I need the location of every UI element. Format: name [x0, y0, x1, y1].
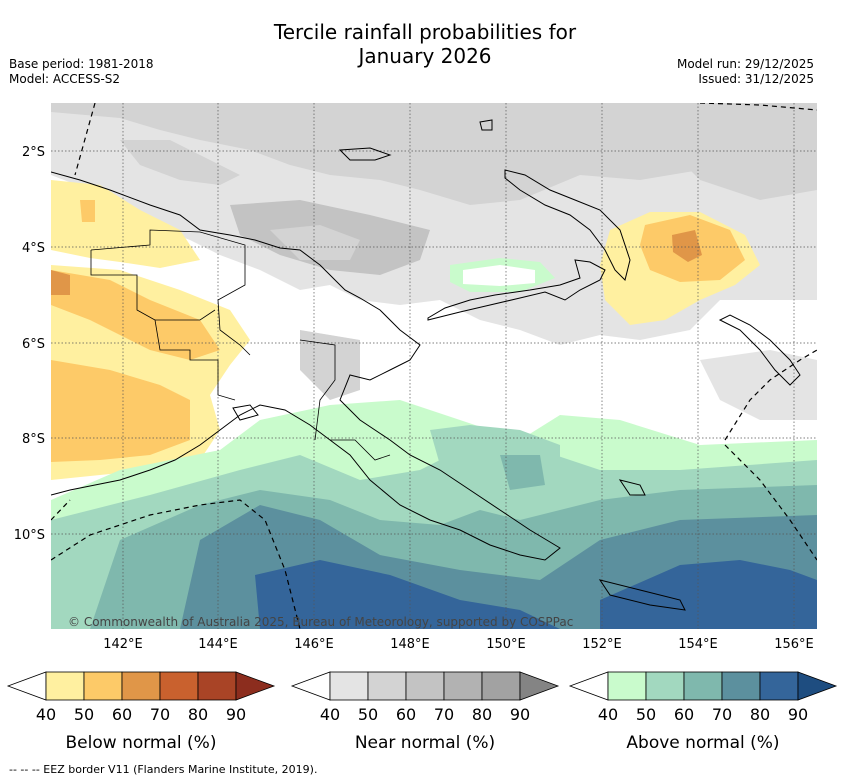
lon-label: 146°E [294, 637, 334, 652]
issued-date: Issued: 31/12/2025 [698, 72, 814, 86]
colorbar-tick-label: 90 [788, 705, 808, 724]
title-line-2: January 2026 [358, 44, 492, 68]
lon-label: 154°E [678, 637, 718, 652]
colorbar-cell [329, 671, 369, 701]
colorbar-cell [645, 671, 685, 701]
colorbar-tick-label: 70 [712, 705, 732, 724]
colorbar-cell [759, 671, 799, 701]
colorbar-tick-label: 90 [510, 705, 530, 724]
lat-label: 4°S [22, 241, 45, 256]
lon-label: 144°E [198, 637, 238, 652]
colorbar-arrow-right [235, 671, 276, 701]
colorbar-tick-label: 60 [674, 705, 694, 724]
colorbar-tick-label: 60 [112, 705, 132, 724]
colorbar-cell [83, 671, 123, 701]
colorbar-cell [197, 671, 237, 701]
colorbar-cell [683, 671, 723, 701]
meta-right: Model run: 29/12/2025 Issued: 31/12/2025 [677, 57, 814, 87]
colorbar-tick-label: 40 [598, 705, 618, 724]
colorbar-tick-label: 80 [188, 705, 208, 724]
colorbar-cell [607, 671, 647, 701]
colorbar-arrow-right [519, 671, 560, 701]
colorbar-tick-label: 40 [36, 705, 56, 724]
lat-axis: 2°S 4°S 6°S 8°S 10°S [14, 145, 45, 543]
lon-label: 150°E [486, 637, 526, 652]
map-area [51, 103, 817, 629]
base-period: Base period: 1981-2018 [9, 57, 154, 71]
colorbar-tick-label: 90 [226, 705, 246, 724]
colorbar-arrow-right [797, 671, 838, 701]
colorbar-cell [443, 671, 483, 701]
colorbar-cell [481, 671, 521, 701]
colorbar-tick-label: 80 [750, 705, 770, 724]
colorbar-title: Below normal (%) [66, 733, 217, 753]
lat-label: 6°S [22, 337, 45, 352]
colorbar-tick-label: 50 [74, 705, 94, 724]
colorbar-tick-label: 40 [320, 705, 340, 724]
lat-label: 2°S [22, 145, 45, 160]
lat-label: 8°S [22, 432, 45, 447]
copyright-text: © Commonwealth of Australia 2025, Bureau… [68, 615, 573, 629]
lat-label: 10°S [14, 528, 45, 543]
graticule [51, 103, 817, 629]
title-line-1: Tercile rainfall probabilities for [273, 20, 577, 44]
model-run: Model run: 29/12/2025 [676, 57, 814, 71]
colorbar-cell [159, 671, 199, 701]
lon-label: 148°E [390, 637, 430, 652]
model-name: Model: ACCESS-S2 [9, 72, 121, 86]
colorbar-cell [367, 671, 407, 701]
eez-footer-note: -- -- -- EEZ border V11 (Flanders Marine… [9, 763, 318, 776]
colorbar-tick-label: 50 [358, 705, 378, 724]
map-title: Tercile rainfall probabilities for Janua… [0, 20, 850, 68]
colorbar-title: Above normal (%) [626, 733, 779, 753]
province-borders [90, 229, 391, 461]
colorbar-cell [121, 671, 161, 701]
colorbar-tick-label: 70 [150, 705, 170, 724]
lon-label: 156°E [774, 637, 814, 652]
colorbar-near-normal: 40 50 60 70 80 90 Near normal (%) [290, 671, 560, 753]
lon-label: 142°E [103, 637, 143, 652]
colorbar-below-normal: 40 50 60 70 80 90 Below normal (%) [6, 671, 276, 753]
colorbar-tick-label: 70 [434, 705, 454, 724]
colorbar-cell [45, 671, 85, 701]
colorbar-arrow-left [568, 671, 609, 701]
colorbar-cell [405, 671, 445, 701]
colorbar-tick-label: 80 [472, 705, 492, 724]
colorbar-above-normal: 40 50 60 70 80 90 Above normal (%) [568, 671, 838, 753]
colorbar-arrow-left [290, 671, 331, 701]
lon-axis: 142°E 144°E 146°E 148°E 150°E 152°E 154°… [103, 637, 814, 652]
colorbar-tick-label: 50 [636, 705, 656, 724]
eez-border [51, 103, 817, 629]
meta-left: Base period: 1981-2018 Model: ACCESS-S2 [9, 57, 154, 87]
colorbar-title: Near normal (%) [355, 733, 495, 753]
colorbar-arrow-left [6, 671, 47, 701]
colorbar-tick-label: 60 [396, 705, 416, 724]
lon-label: 152°E [582, 637, 622, 652]
colorbar-cell [721, 671, 761, 701]
coastline [51, 119, 801, 611]
